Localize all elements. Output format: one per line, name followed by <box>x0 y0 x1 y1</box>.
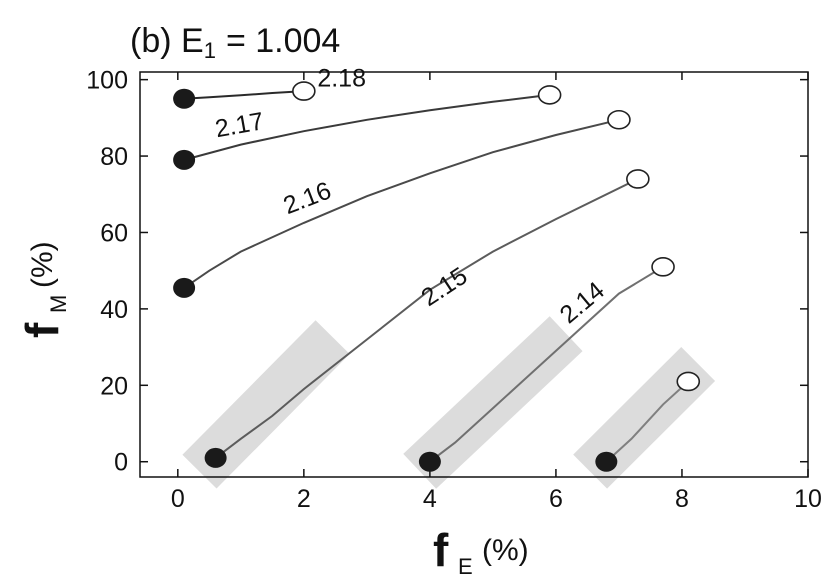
shaded-band-1 <box>403 316 583 489</box>
y-tick-label: 60 <box>100 219 128 247</box>
curve-1 <box>183 93 550 161</box>
curves <box>183 90 689 463</box>
shaded-bands <box>182 316 716 489</box>
start-marker <box>173 277 196 298</box>
plot-frame <box>139 71 809 478</box>
x-tick-label: 10 <box>794 485 822 513</box>
end-marker <box>292 81 316 101</box>
x-tick-label: 8 <box>675 485 689 513</box>
curve-5 <box>605 380 689 463</box>
y-tick-label: 0 <box>114 449 128 477</box>
x-tick-label: 2 <box>297 485 311 513</box>
curve-2 <box>183 118 620 289</box>
start-marker <box>204 447 227 468</box>
y-axis-label: f M (%) <box>16 241 71 338</box>
curve-0 <box>184 90 304 100</box>
x-tick-label: 4 <box>423 485 437 513</box>
end-marker <box>607 109 631 130</box>
start-marker <box>173 149 196 170</box>
y-axis-unit: (%) <box>26 241 59 288</box>
y-tick-label: 80 <box>100 143 128 171</box>
start-marker <box>173 88 196 109</box>
shaded-band-2 <box>573 346 716 489</box>
curve-label-1: 2.17 <box>213 107 266 143</box>
x-tick-label: 0 <box>171 485 185 513</box>
y-tick-label: 20 <box>100 372 128 400</box>
x-axis-label: f E (%) <box>433 524 529 579</box>
y-axis-subscript: M <box>46 295 71 313</box>
start-marker <box>418 451 441 472</box>
shaded-band-0 <box>182 320 350 489</box>
end-marker <box>626 169 650 189</box>
start-marker <box>595 451 618 472</box>
end-marker <box>537 85 562 105</box>
y-tick-label: 40 <box>100 296 128 324</box>
chart-title: (b) E1 = 1.004 <box>130 22 340 63</box>
y-axis-letter: f <box>16 322 68 338</box>
x-axis-unit: (%) <box>482 534 529 567</box>
x-axis-letter: f <box>433 524 449 576</box>
curve-label-0: 2.18 <box>317 65 366 93</box>
curve-4 <box>429 266 664 463</box>
x-tick-label: 6 <box>549 485 563 513</box>
y-tick-label: 100 <box>86 67 128 95</box>
curve-label-4: 2.14 <box>555 276 610 329</box>
markers <box>173 81 701 472</box>
curve-3 <box>214 178 639 459</box>
x-axis-subscript: E <box>458 554 473 579</box>
end-marker <box>676 371 701 392</box>
end-marker <box>651 257 675 277</box>
